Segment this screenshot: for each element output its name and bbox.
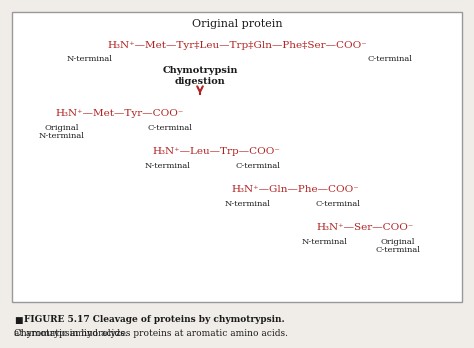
FancyBboxPatch shape: [12, 12, 462, 302]
Text: Chymotrypsin hydrolyzes proteins at aromatic amino acids.: Chymotrypsin hydrolyzes proteins at arom…: [14, 329, 288, 338]
Text: Original: Original: [45, 124, 79, 132]
Text: ■: ■: [14, 316, 22, 324]
Text: C-terminal: C-terminal: [236, 162, 281, 170]
Text: Chymotrypsin
digestion: Chymotrypsin digestion: [162, 66, 238, 86]
Text: H₃N⁺—Leu—Trp—COO⁻: H₃N⁺—Leu—Trp—COO⁻: [152, 148, 280, 157]
Text: C-terminal: C-terminal: [316, 200, 361, 208]
Text: Original: Original: [381, 238, 415, 246]
Text: H₃N⁺—Met—Tyr‡Leu—Trp‡Gln—Phe‡Ser—COO⁻: H₃N⁺—Met—Tyr‡Leu—Trp‡Gln—Phe‡Ser—COO⁻: [107, 41, 367, 50]
Text: N-terminal: N-terminal: [67, 55, 113, 63]
Text: at aromatic amino acids.: at aromatic amino acids.: [14, 329, 128, 338]
Text: N-terminal: N-terminal: [225, 200, 271, 208]
Text: C-terminal: C-terminal: [147, 124, 192, 132]
Text: H₃N⁺—Met—Tyr—COO⁻: H₃N⁺—Met—Tyr—COO⁻: [56, 110, 184, 119]
Text: N-terminal: N-terminal: [145, 162, 191, 170]
Text: C-terminal: C-terminal: [375, 246, 420, 254]
Text: FIGURE 5.17 Cleavage of proteins by chymotrypsin.: FIGURE 5.17 Cleavage of proteins by chym…: [24, 316, 285, 324]
Text: N-terminal: N-terminal: [302, 238, 348, 246]
Text: H₃N⁺—Ser—COO⁻: H₃N⁺—Ser—COO⁻: [316, 223, 414, 232]
Text: Original protein: Original protein: [191, 19, 283, 29]
Text: H₃N⁺—Gln—Phe—COO⁻: H₃N⁺—Gln—Phe—COO⁻: [231, 185, 359, 195]
Text: N-terminal: N-terminal: [39, 132, 85, 140]
Text: C-terminal: C-terminal: [367, 55, 412, 63]
